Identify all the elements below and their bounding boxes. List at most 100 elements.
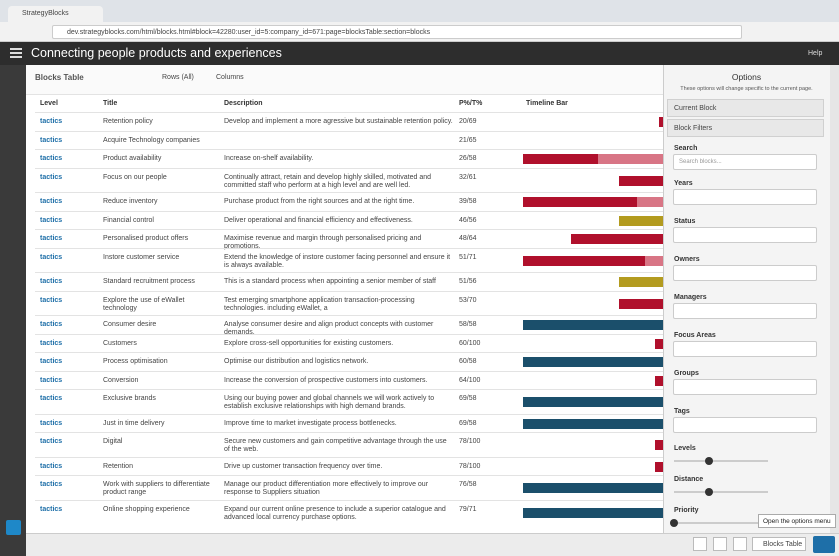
address-bar[interactable]: dev.strategyblocks.com/html/blocks.html#… bbox=[52, 25, 742, 39]
table-row[interactable]: tactics Instore customer service Extend th… bbox=[35, 247, 663, 273]
table-row[interactable]: tactics Online shopping experience Expand … bbox=[35, 499, 663, 525]
table-row[interactable]: tactics Explore the use of eWallet techno… bbox=[35, 290, 663, 316]
cell-level: tactics bbox=[40, 235, 63, 242]
cell-description: Explore cross-sell opportunities for exi… bbox=[224, 339, 394, 347]
cell-progress: 78/100 bbox=[459, 438, 481, 445]
cell-level: tactics bbox=[40, 216, 63, 224]
cell-progress: 60/58 bbox=[459, 358, 477, 365]
cell-description: Optimise our distribution and logistics … bbox=[224, 358, 369, 365]
tooltip: Open the options menu bbox=[758, 514, 836, 528]
cell-description: Develop and implement a more agressive b… bbox=[224, 118, 453, 125]
filter-input[interactable] bbox=[673, 189, 817, 205]
timeline-bar bbox=[523, 320, 663, 331]
timeline-bar bbox=[523, 507, 663, 518]
filter-input[interactable] bbox=[673, 303, 817, 319]
table-row[interactable]: tactics Retention Drive up customer transa… bbox=[35, 456, 663, 476]
table-row[interactable]: tactics Consumer desire Analyse consumer d… bbox=[35, 315, 663, 336]
logo bbox=[6, 520, 21, 535]
table-title: Blocks Table bbox=[35, 73, 84, 82]
cell-progress: 48/64 bbox=[459, 235, 477, 242]
url: dev.strategyblocks.com/html/blocks.html#… bbox=[67, 29, 431, 36]
cell-title: Retention bbox=[103, 462, 133, 470]
timeline-bar bbox=[523, 154, 598, 165]
cell-progress: 26/58 bbox=[459, 155, 477, 162]
filter-label: Tags bbox=[674, 408, 690, 415]
table-row[interactable]: tactics Digital Secure new customers and g… bbox=[35, 432, 663, 457]
cell-description: Using our buying power and global channe… bbox=[224, 395, 435, 410]
table-row[interactable]: tactics Just in time delivery Improve time… bbox=[35, 413, 663, 433]
cell-level: tactics bbox=[40, 505, 63, 513]
cell-description: Deliver operational and financial effici… bbox=[224, 216, 413, 224]
cell-progress: 46/56 bbox=[459, 216, 477, 224]
blocks-table: Level Title Description P%/T% Timeline Bar ta… bbox=[35, 100, 663, 525]
browser-tab[interactable]: StrategyBlocks bbox=[8, 6, 103, 22]
cell-progress: 64/100 bbox=[459, 376, 481, 384]
tab-title: StrategyBlocks bbox=[22, 10, 69, 17]
cell-level: tactics bbox=[40, 155, 63, 162]
cell-title: Financial control bbox=[103, 216, 154, 224]
slider-handle[interactable] bbox=[670, 519, 678, 527]
slider-handle[interactable] bbox=[705, 488, 713, 496]
options-panel bbox=[663, 65, 830, 533]
table-row[interactable]: tactics Focus on our people Continually at… bbox=[35, 167, 663, 193]
timeline-bar bbox=[523, 397, 663, 408]
table-row[interactable]: tactics Personalised product offers Maximi… bbox=[35, 229, 663, 250]
cell-title: Reduce inventory bbox=[103, 198, 158, 205]
slider-label: Priority bbox=[674, 507, 699, 514]
search-input[interactable]: Search blocks... bbox=[673, 154, 817, 170]
table-row[interactable]: tactics Process optimisation Optimise our … bbox=[35, 352, 663, 371]
timeline-bar bbox=[619, 175, 663, 186]
table-row[interactable]: tactics Customers Explore cross-sell oppor… bbox=[35, 333, 663, 353]
timeline-bar bbox=[619, 277, 663, 288]
cell-description: Secure new customers and gain competitiv… bbox=[224, 438, 447, 453]
cell-description: Maximise revenue and margin through pers… bbox=[224, 235, 422, 250]
table-row[interactable]: tactics Work with suppliers to differenti… bbox=[35, 475, 663, 500]
cell-progress: 78/100 bbox=[459, 462, 481, 470]
cell-progress: 21/65 bbox=[459, 136, 477, 144]
cell-description: Extend the knowledge of instore customer… bbox=[224, 253, 451, 269]
timeline-bar bbox=[523, 255, 645, 266]
timeline-bar bbox=[659, 117, 663, 128]
filter-input[interactable] bbox=[673, 341, 817, 357]
cell-level: tactics bbox=[40, 358, 63, 365]
view-button[interactable]: Blocks Table bbox=[752, 537, 806, 551]
filter-input[interactable] bbox=[673, 379, 817, 395]
table-row[interactable]: tactics Standard recruitment process This … bbox=[35, 272, 663, 291]
timeline-bar bbox=[571, 234, 663, 245]
cell-progress: 32/61 bbox=[459, 173, 477, 181]
cell-description: Drive up customer transaction frequency … bbox=[224, 462, 383, 470]
table-row[interactable]: tactics Acquire Technology companies 21/65 bbox=[35, 130, 663, 150]
filter-label: Owners bbox=[674, 256, 700, 263]
section-header[interactable]: Current Block bbox=[667, 99, 824, 117]
filter-input[interactable] bbox=[673, 417, 817, 433]
filter-input[interactable] bbox=[673, 265, 817, 281]
filter-label: Search bbox=[674, 145, 698, 152]
cell-description: Continually attract, retain and develop … bbox=[224, 173, 432, 189]
save-button[interactable] bbox=[693, 537, 707, 551]
cell-level: tactics bbox=[40, 419, 63, 427]
filter-input[interactable] bbox=[673, 227, 817, 243]
timeline-bar bbox=[655, 461, 663, 472]
table-row[interactable]: tactics Reduce inventory Purchase product … bbox=[35, 192, 663, 211]
filter-label: Managers bbox=[674, 294, 707, 301]
cell-description: Manage our product differentiation more … bbox=[224, 481, 429, 496]
table-row[interactable]: tactics Financial control Deliver operatio… bbox=[35, 210, 663, 230]
section-header[interactable]: Block Filters bbox=[667, 119, 824, 137]
cell-title: Product availability bbox=[103, 155, 162, 162]
help-link[interactable]: Help bbox=[808, 50, 823, 57]
cell-progress: 69/58 bbox=[459, 419, 477, 427]
timeline-bar bbox=[655, 375, 663, 386]
refresh-button[interactable] bbox=[713, 537, 727, 551]
menu-icon[interactable] bbox=[10, 48, 22, 58]
columns-menu[interactable]: Columns bbox=[216, 74, 244, 81]
slider-label: Levels bbox=[674, 445, 696, 452]
table-row[interactable]: tactics Exclusive brands Using our buying … bbox=[35, 389, 663, 414]
rows-menu[interactable]: Rows (All) bbox=[162, 74, 194, 81]
slider-handle[interactable] bbox=[705, 457, 713, 465]
bookmark-button[interactable] bbox=[733, 537, 747, 551]
table-row[interactable]: tactics Conversion Increase the conversion… bbox=[35, 370, 663, 390]
options-button[interactable] bbox=[813, 536, 835, 553]
table-row[interactable]: tactics Product availability Increase on-s… bbox=[35, 149, 663, 168]
filter-label: Years bbox=[674, 180, 693, 187]
table-row[interactable]: tactics Retention policy Develop and imple… bbox=[35, 112, 663, 131]
